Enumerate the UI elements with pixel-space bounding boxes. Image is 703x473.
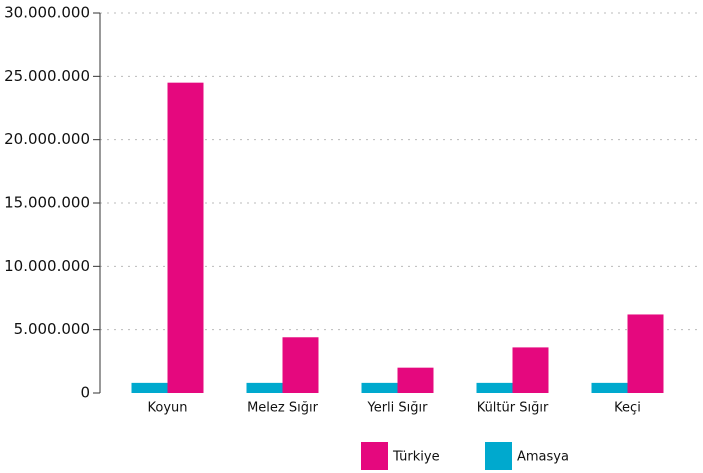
bar: [627, 314, 664, 393]
y-tick-label: 15.000.000: [4, 194, 90, 212]
y-tick-label: 25.000.000: [4, 67, 90, 85]
bar: [131, 382, 168, 393]
y-tick-label: 10.000.000: [4, 257, 90, 275]
bar: [361, 382, 398, 393]
legend-label: Türkiye: [392, 450, 440, 465]
y-tick-label: 5.000.000: [14, 320, 90, 338]
x-tick-label: Kültür Sığır: [477, 401, 549, 416]
bar: [397, 367, 434, 393]
y-tick-label: 0: [80, 384, 90, 402]
legend-swatch: [485, 442, 512, 470]
bar: [167, 82, 204, 394]
y-tick-label: 30.000.000: [4, 4, 90, 22]
x-tick-label: Melez Sığır: [247, 401, 319, 416]
legend-label: Amasya: [517, 450, 569, 465]
x-tick-label: Koyun: [147, 401, 187, 416]
bar: [282, 337, 319, 393]
x-tick-label: Keçi: [614, 401, 641, 416]
bar: [476, 382, 513, 393]
x-tick-label: Yerli Sığır: [367, 401, 429, 416]
bar: [246, 382, 283, 393]
legend-swatch: [361, 442, 388, 470]
bar: [512, 347, 549, 393]
y-tick-label: 20.000.000: [4, 130, 90, 148]
bar: [591, 382, 628, 393]
